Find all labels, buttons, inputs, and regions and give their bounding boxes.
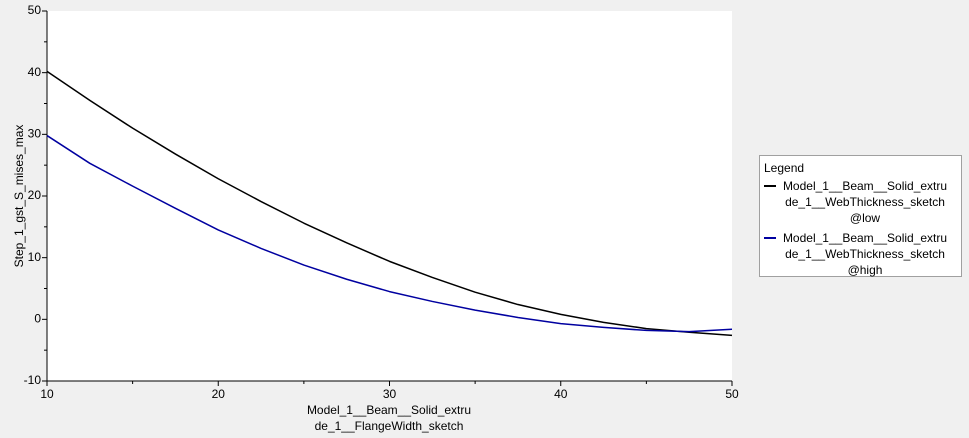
y-axis-label: Step_1_gst_S_mises_max xyxy=(12,125,26,268)
series-line xyxy=(46,134,733,333)
x-tick-label: 30 xyxy=(383,387,397,401)
legend: Legend Model_1__Beam__Solid_extrude_1__W… xyxy=(759,155,962,277)
legend-label: Model_1__Beam__Solid_extrude_1__WebThick… xyxy=(782,179,948,225)
legend-label: Model_1__Beam__Solid_extrude_1__WebThick… xyxy=(782,231,948,277)
legend-swatch xyxy=(764,237,776,239)
x-tick-label: 20 xyxy=(212,387,226,401)
x-tick-label: 40 xyxy=(554,387,568,401)
y-tick-label: 0 xyxy=(34,312,41,326)
x-tick-label: 10 xyxy=(40,387,54,401)
y-tick-label: 40 xyxy=(28,65,42,79)
y-tick-label: 10 xyxy=(28,250,42,264)
legend-title: Legend xyxy=(764,161,805,175)
y-tick-label: 20 xyxy=(28,188,42,202)
x-axis-label: Model_1__Beam__Solid_extrude_1__FlangeWi… xyxy=(306,403,472,433)
series-line xyxy=(46,70,733,337)
y-tick-label: -10 xyxy=(24,373,42,387)
legend-swatch xyxy=(764,185,776,187)
y-tick-label: 50 xyxy=(28,3,42,17)
y-tick-label: 30 xyxy=(28,127,42,141)
x-tick-label: 50 xyxy=(725,387,739,401)
plot-area xyxy=(47,11,732,381)
